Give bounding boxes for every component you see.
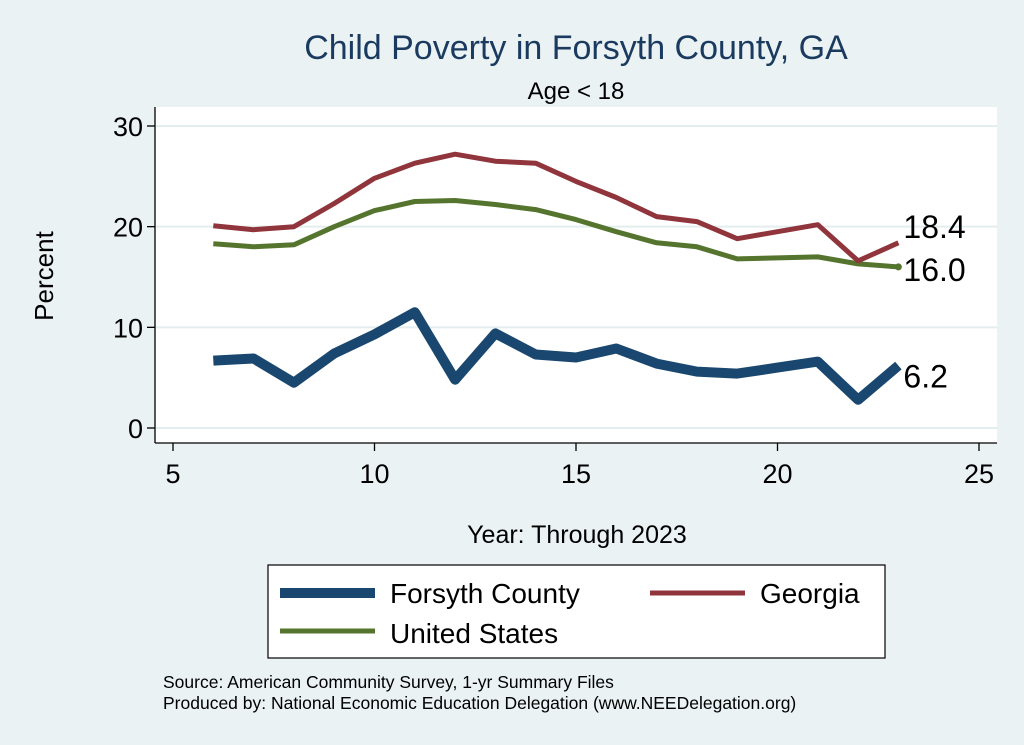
- legend-label-united-states: United States: [390, 618, 558, 649]
- series-line-forsyth-county: [213, 307, 902, 405]
- legend: Forsyth County Georgia United States: [267, 564, 886, 659]
- series-lines: [213, 151, 902, 405]
- end-labels: 6.2 18.4 16.0: [903, 209, 965, 395]
- producer-note: Produced by: National Economic Education…: [163, 693, 796, 713]
- end-label-forsyth-county: 6.2: [903, 359, 947, 395]
- x-tick-label-10: 10: [359, 459, 389, 489]
- end-label-georgia: 18.4: [903, 209, 965, 245]
- y-axis: 0 10 20 30: [113, 112, 155, 444]
- end-label-united-states: 16.0: [903, 252, 965, 288]
- chart-subtitle: Age < 18: [528, 78, 625, 105]
- legend-label-georgia: Georgia: [760, 578, 860, 609]
- end-point-united-states: [894, 263, 902, 271]
- series-line-georgia: [213, 151, 900, 264]
- y-tick-label-30: 30: [113, 112, 143, 142]
- y-tick-label-20: 20: [113, 213, 143, 243]
- legend-label-forsyth-county: Forsyth County: [390, 578, 580, 609]
- y-tick-label-10: 10: [113, 313, 143, 343]
- x-tick-label-5: 5: [165, 459, 180, 489]
- legend-box: [267, 564, 886, 659]
- source-note: Source: American Community Survey, 1-yr …: [163, 672, 614, 692]
- y-tick-label-0: 0: [128, 414, 143, 444]
- x-tick-label-15: 15: [561, 459, 591, 489]
- chart-title: Child Poverty in Forsyth County, GA: [304, 29, 848, 67]
- x-tick-label-25: 25: [964, 459, 994, 489]
- y-axis-title: Percent: [29, 230, 59, 320]
- x-axis: 5 10 15 20 25: [165, 443, 994, 489]
- x-tick-label-20: 20: [762, 459, 792, 489]
- series-line-united-states: [213, 198, 899, 270]
- x-axis-title: Year: Through 2023: [467, 521, 687, 549]
